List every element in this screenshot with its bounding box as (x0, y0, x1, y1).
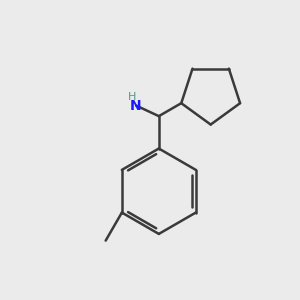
Text: H: H (128, 92, 136, 102)
Text: N: N (130, 99, 141, 112)
